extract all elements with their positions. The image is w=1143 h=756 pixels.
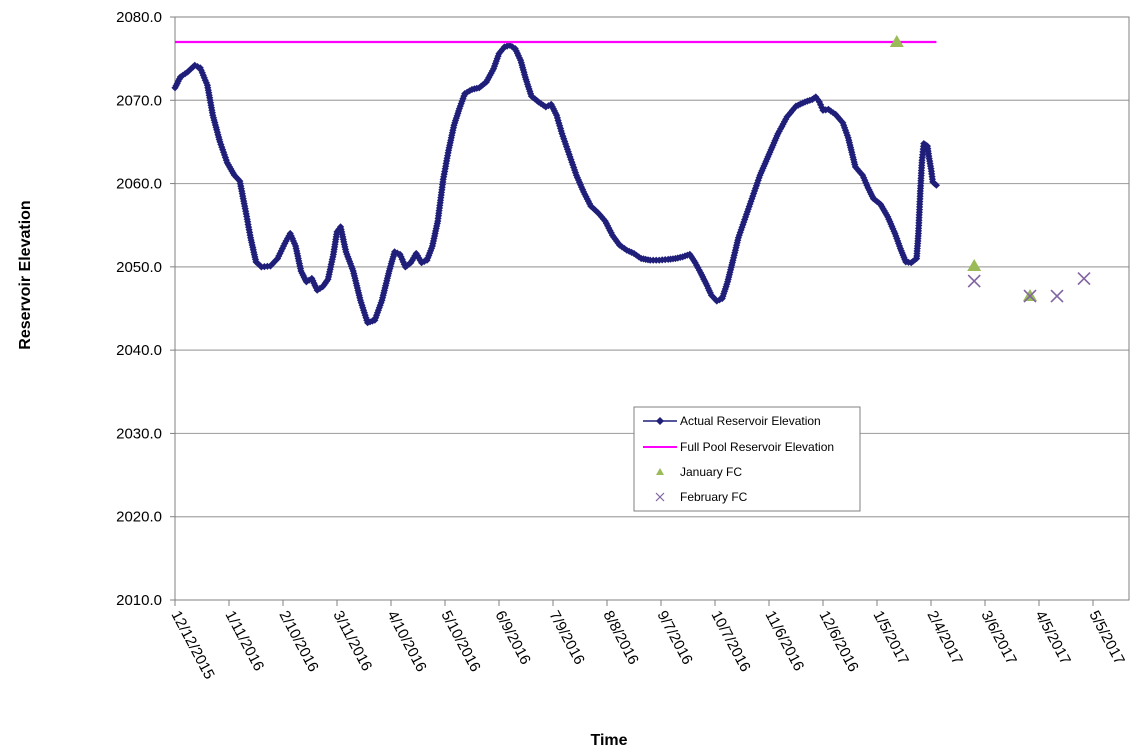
forecast-x-marker bbox=[1023, 289, 1037, 303]
forecast-x-marker bbox=[967, 274, 981, 288]
data-point-marker bbox=[817, 101, 825, 109]
legend: Actual Reservoir Elevation Full Pool Res… bbox=[633, 406, 861, 512]
x-tick-label: 1/5/2017 bbox=[869, 608, 911, 668]
x-tick-label: 5/5/2017 bbox=[1085, 608, 1127, 668]
data-point-marker bbox=[176, 73, 184, 81]
forecast-triangle-marker bbox=[889, 35, 904, 47]
data-point-marker bbox=[932, 181, 940, 189]
x-tick-label: 9/7/2016 bbox=[653, 608, 695, 668]
data-point-marker bbox=[715, 296, 724, 304]
x-tick-label: 7/9/2016 bbox=[545, 608, 587, 668]
data-point-marker bbox=[709, 293, 717, 301]
x-tick-label: 6/9/2016 bbox=[491, 608, 533, 668]
x-tick-label: 8/8/2016 bbox=[599, 608, 641, 668]
data-point-marker bbox=[391, 248, 399, 256]
y-tick-label: 2060.0 bbox=[116, 176, 162, 193]
x-tick-label: 5/10/2016 bbox=[437, 608, 483, 675]
data-point-marker bbox=[499, 45, 507, 53]
x-axis: 12/12/2015 1/11/2016 2/10/2016 3/11/2016 4/1… bbox=[167, 600, 1128, 682]
legend-box bbox=[633, 406, 861, 512]
x-tick-label: 4/10/2016 bbox=[383, 608, 429, 675]
y-tick-label: 2020.0 bbox=[116, 509, 162, 526]
data-point-marker bbox=[711, 295, 719, 303]
x-tick-label: 12/12/2015 bbox=[167, 608, 217, 682]
data-point-marker bbox=[812, 93, 820, 101]
legend-item-actual: Actual Reservoir Elevation bbox=[643, 414, 821, 428]
data-point-marker bbox=[780, 118, 788, 126]
data-point-marker bbox=[500, 43, 508, 51]
y-axis-title: Reservoir Elevation bbox=[17, 200, 34, 349]
data-point-marker bbox=[815, 98, 823, 106]
data-point-marker bbox=[282, 237, 290, 245]
series-actual-reservoir-elevation bbox=[171, 41, 940, 327]
y-tick-label: 2030.0 bbox=[116, 425, 162, 442]
data-point-marker bbox=[415, 254, 423, 262]
legend-item-full-pool: Full Pool Reservoir Elevation bbox=[643, 440, 834, 454]
legend-item-january-fc: January FC bbox=[656, 465, 742, 479]
series-february-fc bbox=[967, 271, 1091, 303]
data-point-marker bbox=[397, 253, 405, 261]
forecast-x-marker bbox=[1050, 289, 1064, 303]
data-point-marker bbox=[466, 87, 474, 95]
x-axis-title: Time bbox=[590, 732, 627, 749]
legend-diamond-marker bbox=[656, 417, 664, 425]
data-point-marker bbox=[535, 98, 543, 106]
forecast-x-marker bbox=[1077, 271, 1091, 286]
data-point-marker bbox=[506, 41, 514, 49]
y-tick-label: 2080.0 bbox=[116, 9, 162, 26]
x-tick-label: 3/11/2016 bbox=[329, 608, 375, 674]
data-point-marker bbox=[635, 253, 643, 261]
data-point-marker bbox=[280, 242, 288, 250]
plot-area-border bbox=[174, 16, 1130, 601]
x-tick-label: 12/6/2016 bbox=[815, 608, 861, 675]
x-tick-label: 1/11/2016 bbox=[221, 608, 267, 674]
y-tick-label: 2010.0 bbox=[116, 592, 162, 609]
forecast-triangle-marker bbox=[967, 259, 982, 271]
legend-label-actual: Actual Reservoir Elevation bbox=[680, 414, 821, 428]
legend-label-full-pool: Full Pool Reservoir Elevation bbox=[680, 440, 834, 454]
y-tick-label: 2070.0 bbox=[116, 92, 162, 109]
x-tick-label: 3/6/2017 bbox=[977, 608, 1019, 668]
legend-label-february-fc: February FC bbox=[680, 490, 748, 504]
x-tick-label: 10/7/2016 bbox=[707, 608, 753, 675]
data-point-marker bbox=[833, 112, 841, 121]
y-axis: 2080.0 2070.0 2060.0 2050.0 2040.0 2030.0 2020… bbox=[116, 9, 175, 609]
data-point-marker bbox=[814, 95, 822, 104]
x-tick-label: 2/10/2016 bbox=[275, 608, 321, 675]
y-tick-label: 2040.0 bbox=[116, 342, 162, 359]
x-tick-label: 11/6/2016 bbox=[761, 608, 807, 674]
legend-item-february-fc: February FC bbox=[655, 490, 748, 504]
legend-triangle-marker bbox=[656, 468, 664, 475]
series-layer bbox=[171, 35, 1091, 327]
data-point-marker bbox=[302, 278, 310, 286]
legend-label-january-fc: January FC bbox=[680, 465, 742, 479]
y-tick-label: 2050.0 bbox=[116, 259, 162, 276]
data-point-marker bbox=[775, 127, 783, 135]
x-tick-label: 4/5/2017 bbox=[1031, 608, 1073, 668]
data-point-marker bbox=[278, 244, 286, 253]
legend-x-marker bbox=[655, 492, 665, 502]
data-point-marker bbox=[818, 103, 826, 112]
x-tick-label: 2/4/2017 bbox=[923, 608, 965, 668]
data-point-marker bbox=[837, 117, 845, 125]
data-point-marker bbox=[544, 102, 553, 110]
